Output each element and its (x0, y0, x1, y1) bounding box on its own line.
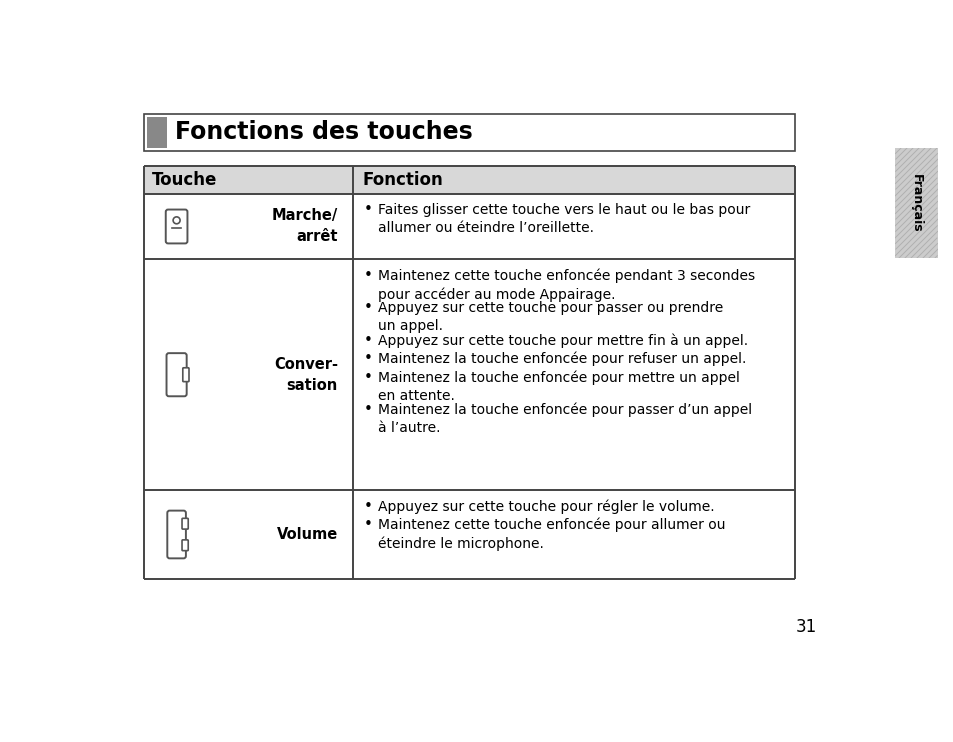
Text: Français: Français (909, 174, 923, 232)
Text: Conver-
sation: Conver- sation (274, 357, 337, 393)
Text: 31: 31 (795, 618, 816, 636)
Text: Appuyez sur cette touche pour régler le volume.: Appuyez sur cette touche pour régler le … (377, 499, 714, 514)
Text: Faites glisser cette touche vers le haut ou le bas pour
allumer ou éteindre l’or: Faites glisser cette touche vers le haut… (377, 203, 750, 235)
Bar (144, 114, 794, 151)
Text: Touche: Touche (152, 171, 217, 189)
Text: •: • (364, 301, 373, 315)
FancyBboxPatch shape (167, 510, 186, 558)
Text: Appuyez sur cette touche pour mettre fin à un appel.: Appuyez sur cette touche pour mettre fin… (377, 333, 747, 348)
Text: •: • (364, 517, 373, 532)
Bar (144, 166, 794, 194)
Circle shape (172, 217, 180, 224)
FancyBboxPatch shape (167, 353, 187, 396)
Text: •: • (364, 332, 373, 347)
Bar (147, 116, 167, 148)
Text: •: • (364, 268, 373, 283)
Text: •: • (364, 203, 373, 217)
Text: Fonction: Fonction (362, 171, 443, 189)
FancyBboxPatch shape (182, 540, 188, 551)
Text: •: • (364, 351, 373, 366)
Text: Maintenez cette touche enfoncée pour allumer ou
éteindre le microphone.: Maintenez cette touche enfoncée pour all… (377, 518, 725, 551)
Text: Maintenez la touche enfoncée pour mettre un appel
en attente.: Maintenez la touche enfoncée pour mettre… (377, 370, 740, 403)
Text: Marche/
arrêt: Marche/ arrêt (272, 209, 337, 244)
FancyBboxPatch shape (890, 144, 941, 262)
Text: •: • (364, 402, 373, 417)
Text: Volume: Volume (276, 527, 337, 542)
Text: Appuyez sur cette touche pour passer ou prendre
un appel.: Appuyez sur cette touche pour passer ou … (377, 301, 722, 333)
Text: Maintenez la touche enfoncée pour passer d’un appel
à l’autre.: Maintenez la touche enfoncée pour passer… (377, 402, 751, 435)
Text: Maintenez la touche enfoncée pour refuser un appel.: Maintenez la touche enfoncée pour refuse… (377, 352, 745, 366)
FancyBboxPatch shape (183, 368, 189, 381)
FancyBboxPatch shape (166, 209, 187, 243)
Text: •: • (364, 370, 373, 384)
Text: •: • (364, 499, 373, 514)
FancyBboxPatch shape (182, 519, 188, 529)
Text: Fonctions des touches: Fonctions des touches (174, 120, 473, 144)
Text: Maintenez cette touche enfoncée pendant 3 secondes
pour accéder au mode Appairag: Maintenez cette touche enfoncée pendant … (377, 269, 755, 302)
